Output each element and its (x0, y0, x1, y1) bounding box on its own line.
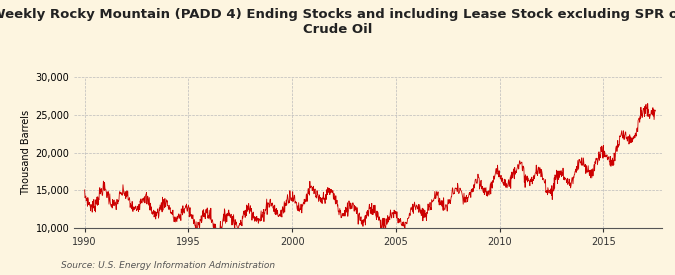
Text: Source: U.S. Energy Information Administration: Source: U.S. Energy Information Administ… (61, 260, 275, 270)
Y-axis label: Thousand Barrels: Thousand Barrels (21, 110, 31, 195)
Text: Weekly Rocky Mountain (PADD 4) Ending Stocks and including Lease Stock excluding: Weekly Rocky Mountain (PADD 4) Ending St… (0, 8, 675, 36)
